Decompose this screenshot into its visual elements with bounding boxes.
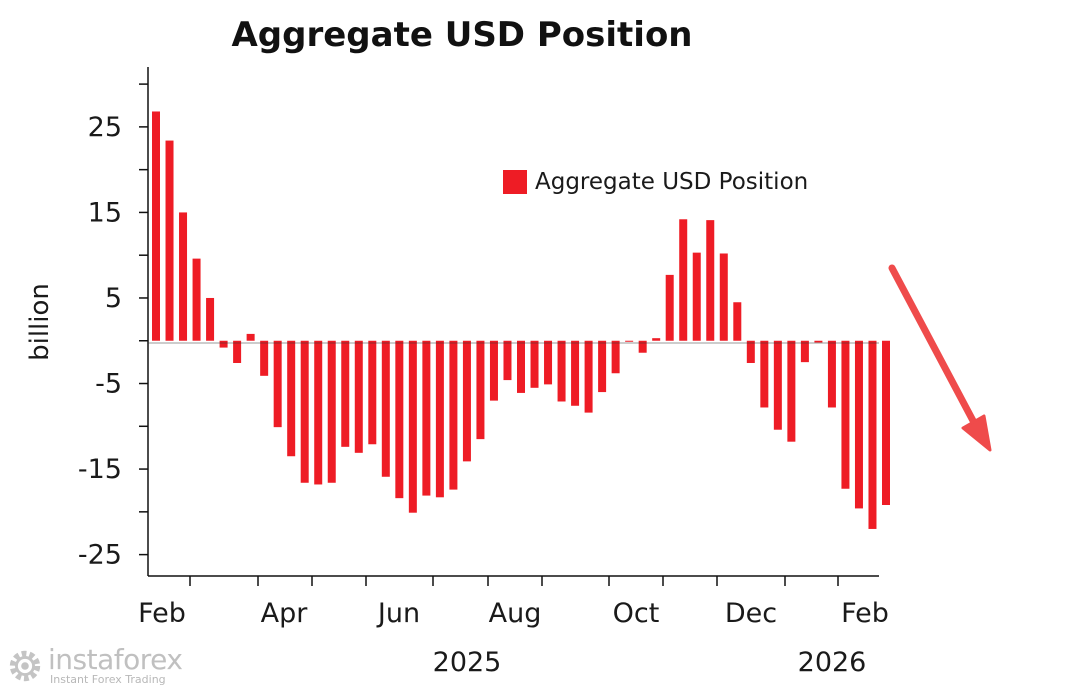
bar [692, 252, 701, 341]
bar [449, 340, 458, 490]
y-tick-label: -5 [95, 369, 122, 400]
month-label-apr: Apr [261, 598, 309, 629]
bar [611, 340, 620, 374]
brand-logo: instaforex Instant Forex Trading [6, 643, 189, 688]
bar [287, 340, 296, 457]
bar [219, 340, 228, 348]
bar [773, 340, 782, 430]
bar [489, 340, 498, 401]
bar [882, 340, 890, 505]
bar [503, 340, 512, 381]
bar [179, 212, 188, 341]
bar [787, 340, 796, 442]
bar [260, 340, 269, 376]
month-label-feb-2025: Feb [138, 598, 186, 629]
brand-tagline: Instant Forex Trading [50, 673, 166, 686]
bar [192, 258, 201, 341]
bar [517, 340, 525, 393]
bar [584, 340, 593, 413]
y-tick-label: 15 [88, 197, 122, 228]
y-tick-label: -25 [78, 540, 122, 571]
bar [719, 253, 728, 341]
bar [435, 340, 444, 498]
bar [625, 340, 634, 342]
y-axis-ticks: 25 15 5 -5 -15 -25 [78, 83, 148, 571]
bar [665, 274, 674, 341]
bar [422, 340, 431, 496]
x-axis [189, 576, 839, 586]
bar [679, 219, 688, 341]
gear-logo-icon [9, 650, 41, 682]
y-tick-label: -15 [78, 454, 122, 485]
bar [706, 220, 715, 341]
arrow-shaft [888, 264, 983, 436]
bar [746, 340, 755, 363]
bar [462, 340, 471, 462]
y-tick-label: 25 [88, 112, 122, 143]
bar [652, 338, 661, 341]
bar [327, 340, 336, 483]
legend: Aggregate USD Position [503, 169, 808, 195]
bar [814, 340, 823, 343]
bar [233, 340, 242, 363]
bar [152, 111, 160, 341]
bar [354, 340, 363, 453]
month-label-dec: Dec [725, 598, 777, 629]
month-label-jun: Jun [376, 598, 420, 629]
bar [476, 340, 485, 440]
month-label-oct: Oct [613, 598, 660, 629]
bar [165, 140, 174, 341]
bar-series [152, 111, 890, 529]
bar [341, 340, 350, 447]
down-arrow-annotation [888, 264, 992, 452]
bar [381, 340, 390, 477]
y-tick-label: 5 [105, 283, 122, 314]
legend-label: Aggregate USD Position [535, 169, 808, 195]
bar [246, 333, 255, 341]
bar [395, 340, 404, 499]
bar [827, 340, 836, 408]
bar [273, 340, 282, 428]
month-label-aug: Aug [489, 598, 542, 629]
bar [368, 340, 377, 445]
bar [408, 340, 417, 513]
year-label-2025: 2025 [433, 647, 502, 678]
bar [314, 340, 323, 485]
brand-name: instaforex [48, 643, 183, 676]
y-axis-title: billion [25, 283, 55, 361]
bar [868, 340, 877, 529]
bar [300, 340, 309, 483]
bar [760, 340, 769, 408]
chart-title: Aggregate USD Position [231, 15, 692, 55]
bar [733, 302, 742, 341]
bar [571, 340, 580, 406]
bar [638, 340, 647, 353]
bar [854, 340, 863, 509]
arrow-head [961, 414, 992, 452]
bar [544, 340, 553, 385]
bar [841, 340, 850, 489]
bar [206, 297, 215, 341]
bar [800, 340, 809, 363]
bar [557, 340, 566, 402]
bar [530, 340, 539, 388]
legend-swatch [503, 170, 527, 194]
month-label-feb-2026: Feb [841, 598, 889, 629]
year-label-2026: 2026 [798, 647, 867, 678]
bar [598, 340, 607, 393]
